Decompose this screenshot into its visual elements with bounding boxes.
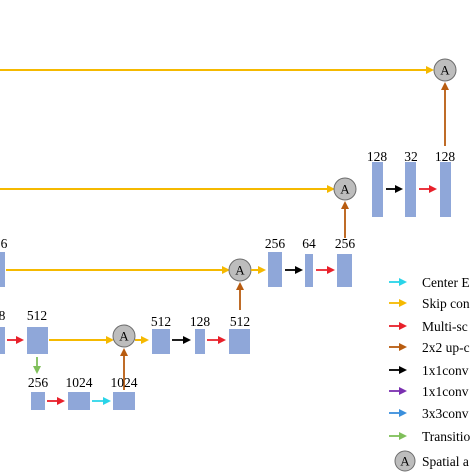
- legend-skip-label: Skip con: [422, 296, 470, 311]
- feature-block-r3-d: [229, 329, 250, 354]
- block-label-r4-b: 1024: [66, 375, 93, 390]
- feature-block-r4-c: [113, 392, 135, 410]
- feature-block-r3-partial: [0, 327, 5, 354]
- block-label-r3-partial: 8: [0, 308, 6, 323]
- legend-attention-icon-label: A: [400, 454, 410, 469]
- attention-gate-2-label: A: [340, 182, 350, 197]
- feature-block-r3-c: [195, 329, 205, 354]
- feature-block-r2-b: [305, 254, 313, 287]
- feature-block-r2-a: [268, 252, 282, 287]
- block-label-r2-c: 256: [335, 236, 356, 251]
- feature-block-r1-a: [372, 162, 383, 217]
- feature-block-r2-c: [337, 254, 352, 287]
- block-label-r3-d: 512: [230, 314, 250, 329]
- legend-upconv-label: 2x2 up-c: [422, 340, 470, 355]
- block-label-r2-partial: 6: [1, 236, 8, 251]
- block-label-r3-b: 512: [151, 314, 171, 329]
- block-label-r1-a: 128: [367, 149, 388, 164]
- block-label-r2-a: 256: [265, 236, 286, 251]
- block-label-r4-c: 1024: [111, 375, 138, 390]
- attention-gate-2: [333, 177, 357, 201]
- feature-block-r3-a: [27, 327, 48, 354]
- feature-block-r1-c: [440, 162, 451, 217]
- feature-block-r4-b: [68, 392, 90, 410]
- legend: Center E Skip con Multi-sc 2x2 up-c 1x1c…: [389, 275, 471, 472]
- legend-attention-icon: [394, 450, 416, 472]
- legend-conv3x3-label: 3x3conv: [422, 406, 469, 421]
- legend-conv1x1-purple-label: 1x1conv: [422, 384, 469, 399]
- block-label-r3-c: 128: [190, 314, 211, 329]
- legend-attention-label: Spatial a: [422, 454, 469, 469]
- block-label-r2-b: 64: [302, 236, 316, 251]
- attention-gate-4-label: A: [119, 329, 129, 344]
- block-label-r1-c: 128: [435, 149, 456, 164]
- attention-gate-4: [112, 324, 136, 348]
- attention-gate-1-label: A: [440, 63, 450, 78]
- feature-block-r1-b: [405, 162, 416, 217]
- legend-transition-label: Transitio: [422, 429, 471, 444]
- attention-gate-1: [433, 58, 457, 82]
- legend-conv1x1-label: 1x1conv: [422, 363, 469, 378]
- legend-multiscale-label: Multi-sc: [422, 319, 468, 334]
- block-label-r1-b: 32: [404, 149, 418, 164]
- block-label-r4-a: 256: [28, 375, 49, 390]
- attention-gate-3-label: A: [235, 263, 245, 278]
- feature-block-r3-b: [152, 329, 170, 354]
- feature-block-r4-a: [31, 392, 45, 410]
- feature-block-r2-partial: [0, 252, 5, 287]
- block-label-r3-a: 512: [27, 308, 47, 323]
- legend-center-label: Center E: [422, 275, 470, 290]
